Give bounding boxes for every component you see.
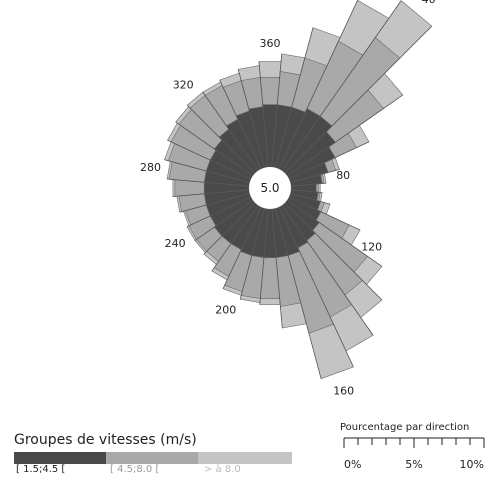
spoke-0 (271, 53, 283, 168)
spoke-30 (281, 0, 402, 171)
spoke-10 (275, 27, 314, 168)
spoke-100 (290, 193, 331, 205)
direction-label-320: 320 (173, 79, 194, 92)
spoke-50 (287, 94, 404, 177)
spoke-150 (278, 206, 354, 368)
center-label: 5.0 (260, 181, 279, 195)
legend-swatch-1 (14, 452, 106, 464)
spoke-220 (203, 202, 256, 255)
legend-label-2: [ 4.5;8.0 [ (110, 464, 160, 475)
spoke-20 (278, 0, 358, 170)
spoke-300 (175, 121, 253, 177)
spoke-230 (194, 199, 253, 241)
spoke-110 (288, 196, 361, 231)
direction-label-280: 280 (140, 161, 161, 174)
speed-legend: Groupes de vitesses (m/s) [ 1.5;4.5 [ [ … (14, 432, 294, 478)
spoke-350 (258, 61, 269, 168)
spoke-210 (211, 205, 259, 272)
scale-ruler: 0% 5% 10% (343, 437, 485, 471)
spoke-190 (239, 208, 265, 300)
spoke-160 (275, 208, 322, 379)
spoke-80 (290, 182, 327, 187)
spoke-340 (237, 69, 265, 168)
spoke-40 (284, 25, 433, 174)
spoke-200 (222, 206, 262, 289)
direction-label-360: 360 (260, 37, 281, 50)
direction-label-40: 40 (422, 0, 436, 6)
spoke-170 (271, 208, 283, 329)
direction-label-200: 200 (215, 303, 236, 316)
spoke-140 (281, 205, 374, 336)
legend-title: Groupes de vitesses (m/s) (14, 432, 197, 448)
direction-label-80: 80 (336, 169, 350, 182)
spoke-290 (167, 139, 252, 180)
direction-label-160: 160 (333, 384, 354, 397)
spoke-180 (259, 208, 269, 305)
spoke-130 (284, 202, 383, 301)
spoke-320 (202, 91, 259, 171)
legend-swatch-2 (106, 452, 198, 464)
direction-label-120: 120 (361, 241, 382, 254)
scale-tick-5: 5% (405, 458, 422, 471)
direction-label-240: 240 (165, 237, 186, 250)
spoke-70 (290, 169, 340, 183)
legend-swatch-3 (198, 452, 292, 464)
spoke-260 (172, 189, 250, 197)
percentage-scale: Pourcentage par direction 0% 5% 10% (340, 422, 490, 472)
calm-circle (249, 167, 291, 209)
legend-bar (14, 452, 292, 464)
spoke-90 (290, 189, 323, 193)
spoke-120 (287, 199, 383, 267)
wind-rose: 5.0 40 80 120 160 200 240 280 320 360 (140, 0, 436, 397)
spoke-60 (288, 141, 370, 180)
direction-labels: 40 80 120 160 200 240 280 320 360 (140, 0, 436, 397)
rose-spokes (164, 0, 433, 379)
spoke-330 (219, 80, 262, 170)
rose-sectors (164, 0, 433, 380)
spoke-240 (186, 196, 252, 228)
spoke-310 (186, 104, 256, 174)
scale-title: Pourcentage par direction (340, 422, 470, 433)
scale-tick-10: 10% (460, 458, 484, 471)
scale-tick-0: 0% (344, 458, 361, 471)
spoke-280 (164, 159, 250, 183)
legend-label-3: > à 8.0 (204, 464, 241, 475)
spoke-270 (167, 178, 250, 187)
spoke-250 (179, 193, 250, 213)
legend-label-1: [ 1.5;4.5 [ (16, 464, 66, 475)
